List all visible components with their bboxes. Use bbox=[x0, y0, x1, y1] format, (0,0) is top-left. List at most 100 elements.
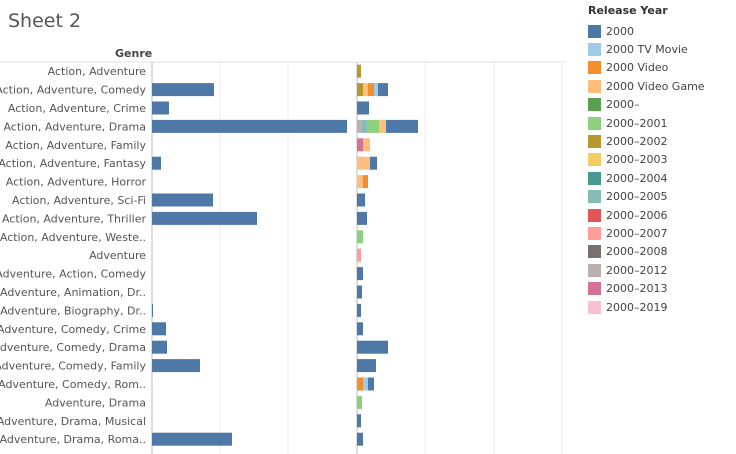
legend-item[interactable]: 2000–2006 bbox=[588, 206, 736, 224]
legend-title: Release Year bbox=[588, 4, 668, 17]
left-bar[interactable] bbox=[152, 119, 347, 133]
legend-item[interactable]: 2000–2005 bbox=[588, 188, 736, 206]
stack-segment[interactable] bbox=[357, 83, 363, 97]
stack-segment[interactable] bbox=[357, 101, 369, 115]
stack-segment[interactable] bbox=[363, 83, 368, 97]
legend-swatch bbox=[588, 300, 601, 314]
stack-segment[interactable] bbox=[357, 156, 370, 170]
stack-segment[interactable] bbox=[357, 395, 362, 409]
genre-column-header[interactable]: Genre bbox=[115, 47, 153, 60]
genre-label[interactable]: Adventure bbox=[89, 249, 146, 262]
stack-segment[interactable] bbox=[357, 303, 361, 317]
stack-segment[interactable] bbox=[357, 340, 388, 354]
genre-label[interactable]: Action, Adventure, Weste.. bbox=[0, 231, 146, 244]
genre-label[interactable]: Action, Adventure, Thriller bbox=[2, 212, 146, 225]
legend-item[interactable]: 2000–2007 bbox=[588, 224, 736, 242]
left-bar-series bbox=[152, 83, 347, 446]
legend-swatch bbox=[588, 171, 601, 185]
stack-segment[interactable] bbox=[357, 64, 361, 78]
stack-segment[interactable] bbox=[374, 83, 378, 97]
genre-label[interactable]: Action, Adventure bbox=[48, 65, 147, 78]
legend-item[interactable]: 2000–2003 bbox=[588, 151, 736, 169]
genre-label[interactable]: Action, Adventure, Drama bbox=[3, 120, 146, 133]
genre-label[interactable]: Adventure, Drama, Roma.. bbox=[0, 433, 146, 446]
stack-segment[interactable] bbox=[357, 322, 363, 336]
genre-label[interactable]: Adventure, Drama, Musical bbox=[0, 415, 146, 428]
legend-swatch bbox=[588, 61, 601, 75]
legend-item[interactable]: 2000–2012 bbox=[588, 261, 736, 279]
genre-label[interactable]: Adventure, Animation, Dr.. bbox=[0, 286, 146, 299]
legend-label: 2000–2001 bbox=[606, 116, 668, 130]
legend-label: 2000 Video Game bbox=[606, 79, 705, 93]
legend-item[interactable]: 2000–2004 bbox=[588, 169, 736, 187]
genre-label[interactable]: Action, Adventure, Fantasy bbox=[0, 157, 146, 170]
genre-label[interactable]: Adventure, Drama bbox=[45, 396, 146, 409]
stack-segment[interactable] bbox=[357, 359, 376, 373]
left-bar[interactable] bbox=[152, 322, 166, 336]
genre-label[interactable]: Adventure, Comedy, Drama bbox=[0, 341, 146, 354]
stack-segment[interactable] bbox=[378, 83, 388, 97]
stack-segment[interactable] bbox=[357, 138, 363, 152]
genre-label[interactable]: Action, Adventure, Horror bbox=[6, 176, 147, 189]
stack-segment[interactable] bbox=[368, 377, 374, 391]
legend-item[interactable]: 2000– bbox=[588, 96, 736, 114]
legend-item[interactable]: 2000 Video bbox=[588, 59, 736, 77]
legend-label: 2000–2012 bbox=[606, 263, 668, 277]
genre-labels: Action, Adventure Action, Adventure, Come… bbox=[0, 65, 146, 446]
left-bar[interactable] bbox=[152, 193, 213, 207]
stack-segment[interactable] bbox=[357, 377, 363, 391]
stack-segment[interactable] bbox=[379, 119, 386, 133]
legend-swatch bbox=[588, 226, 601, 240]
genre-label[interactable]: Adventure, Comedy, Rom.. bbox=[0, 378, 146, 391]
legend-label: 2000–2003 bbox=[606, 153, 668, 167]
left-bar[interactable] bbox=[152, 432, 232, 446]
stack-segment[interactable] bbox=[357, 432, 363, 446]
legend-label: 2000–2019 bbox=[606, 300, 668, 314]
legend-item[interactable]: 2000 Video Game bbox=[588, 77, 736, 95]
legend-swatch bbox=[588, 79, 601, 93]
stack-segment[interactable] bbox=[357, 267, 363, 281]
genre-label[interactable]: Adventure, Comedy, Family bbox=[0, 360, 146, 373]
stack-segment[interactable] bbox=[357, 119, 362, 133]
stack-segment[interactable] bbox=[368, 83, 374, 97]
genre-label[interactable]: Action, Adventure, Family bbox=[5, 139, 146, 152]
stack-segment[interactable] bbox=[386, 119, 418, 133]
legend-item[interactable]: 2000–2001 bbox=[588, 114, 736, 132]
stack-segment[interactable] bbox=[367, 119, 379, 133]
legend-item[interactable]: 2000 TV Movie bbox=[588, 40, 736, 58]
stack-segment[interactable] bbox=[357, 285, 362, 299]
genre-label[interactable]: Action, Adventure, Sci-Fi bbox=[12, 194, 146, 207]
legend-item[interactable]: 2000–2002 bbox=[588, 132, 736, 150]
genre-label[interactable]: Action, Adventure, Comedy bbox=[0, 84, 146, 97]
legend-swatch bbox=[588, 98, 601, 112]
legend-item[interactable]: 2000–2013 bbox=[588, 279, 736, 297]
left-bar[interactable] bbox=[152, 211, 257, 225]
stack-segment[interactable] bbox=[357, 175, 363, 189]
stack-segment[interactable] bbox=[363, 175, 368, 189]
stack-segment[interactable] bbox=[357, 248, 361, 262]
legend-label: 2000–2005 bbox=[606, 190, 668, 204]
stack-segment[interactable] bbox=[357, 230, 363, 244]
left-bar[interactable] bbox=[152, 156, 161, 170]
left-bar[interactable] bbox=[152, 101, 169, 115]
stack-segment[interactable] bbox=[362, 119, 367, 133]
genre-label[interactable]: Adventure, Action, Comedy bbox=[0, 268, 146, 281]
genre-label[interactable]: Action, Adventure, Crime bbox=[8, 102, 146, 115]
left-bar[interactable] bbox=[152, 340, 167, 354]
left-bar[interactable] bbox=[152, 303, 153, 317]
stack-segment[interactable] bbox=[370, 156, 377, 170]
legend-item[interactable]: 2000–2008 bbox=[588, 243, 736, 261]
left-bar[interactable] bbox=[152, 359, 200, 373]
stack-segment[interactable] bbox=[357, 414, 361, 428]
legend-item[interactable]: 2000 bbox=[588, 22, 736, 40]
stack-segment[interactable] bbox=[357, 211, 367, 225]
stack-segment[interactable] bbox=[363, 138, 370, 152]
legend-swatch bbox=[588, 116, 601, 130]
stack-segment[interactable] bbox=[363, 377, 368, 391]
genre-label[interactable]: Adventure, Comedy, Crime bbox=[0, 323, 146, 336]
left-bar[interactable] bbox=[152, 83, 214, 97]
stack-segment[interactable] bbox=[357, 193, 365, 207]
legend-item[interactable]: 2000–2019 bbox=[588, 298, 736, 316]
genre-label[interactable]: Adventure, Biography, Dr.. bbox=[0, 304, 146, 317]
legend-swatch bbox=[588, 24, 601, 38]
